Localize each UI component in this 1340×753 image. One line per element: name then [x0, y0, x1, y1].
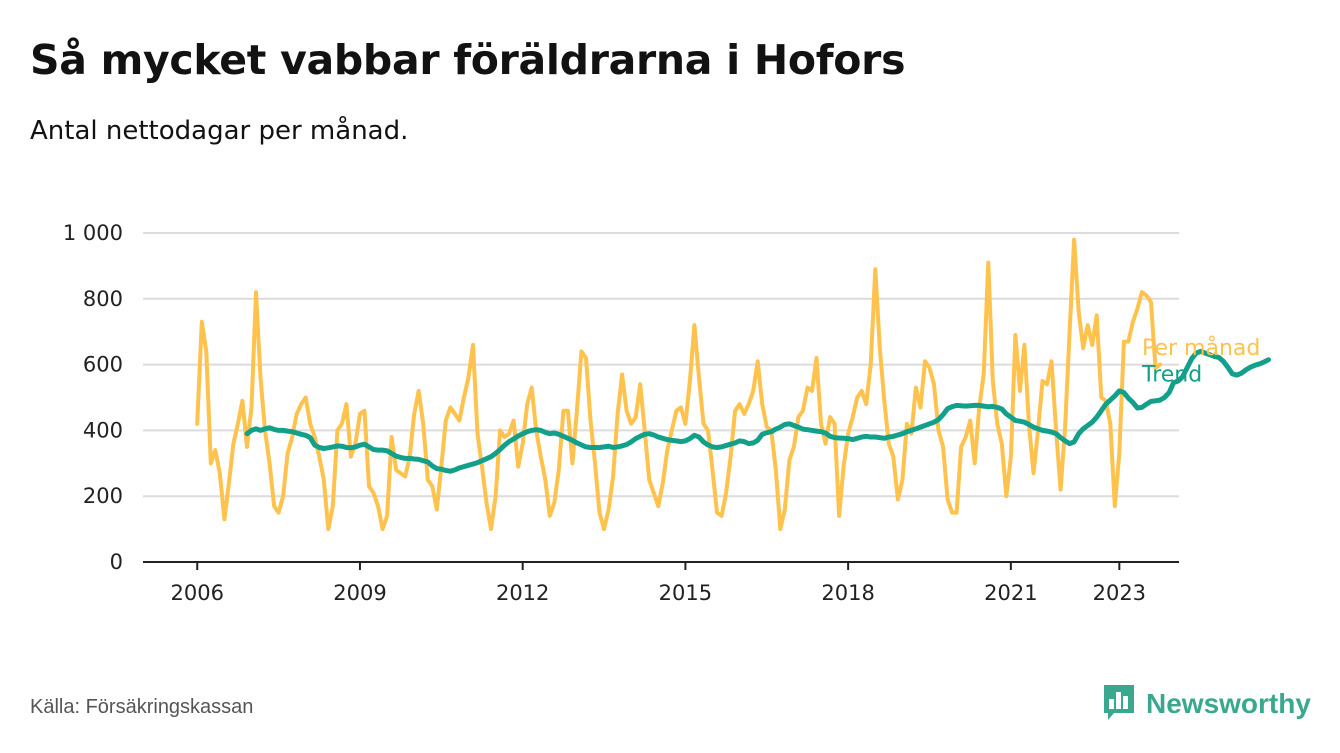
per-month-label: Per månad [1142, 335, 1260, 361]
y-tick-label: 200 [83, 484, 123, 508]
trend-line [244, 348, 1271, 474]
x-tick-label: 2021 [984, 581, 1037, 605]
x-tick-label: 2009 [333, 581, 386, 605]
x-tick-label: 2006 [171, 581, 224, 605]
per-month-line [195, 237, 1162, 532]
series-lines [195, 237, 1271, 532]
y-tick-label: 600 [83, 353, 123, 377]
trend-label: Trend [1141, 362, 1202, 387]
y-axis-ticks: 0 200 400 600 800 1 000 [63, 221, 123, 574]
x-tick-label: 2018 [821, 581, 874, 605]
source-note: Källa: Försäkringskassan [30, 696, 254, 718]
brand-name: Newsworthy [1146, 688, 1311, 719]
y-tick-label: 800 [83, 287, 123, 311]
x-tick-label: 2015 [659, 581, 712, 605]
y-tick-label: 400 [83, 418, 123, 442]
y-tick-label: 1 000 [63, 221, 123, 245]
x-tick-label: 2012 [496, 581, 549, 605]
newsworthy-logo-icon [1102, 683, 1136, 725]
chart-subtitle: Antal nettodagar per månad. [30, 116, 409, 146]
x-tick-label: 2023 [1093, 581, 1146, 605]
y-tick-label: 0 [110, 550, 123, 574]
chart-title: Så mycket vabbar föräldrarna i Hofors [30, 36, 906, 84]
brand-logo[interactable]: Newsworthy [1102, 683, 1311, 725]
x-axis: 2006 2009 2012 2015 2018 2021 2023 [143, 561, 1179, 605]
